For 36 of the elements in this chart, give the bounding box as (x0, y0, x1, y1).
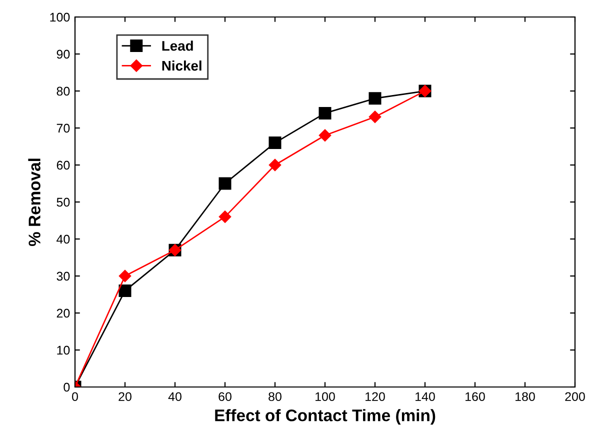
x-tick-label: 60 (218, 392, 232, 402)
y-tick-label: 0 (64, 382, 70, 392)
y-tick-label: 50 (56, 198, 70, 207)
y-tick-label: 10 (57, 346, 70, 355)
y-tick-label: 20 (56, 308, 70, 318)
y-tick-label: 70 (56, 124, 70, 133)
point (268, 136, 282, 150)
point (318, 106, 332, 120)
x-axis-title: Effect of Contact Time (min) (215, 409, 436, 425)
point (118, 284, 132, 298)
y-axis-title: % Removal (28, 158, 40, 246)
x-tick-label: 20 (118, 392, 132, 402)
legend-label: Lead (162, 40, 193, 51)
x-tick-label: 180 (516, 392, 535, 402)
y-tick-label: 80 (56, 86, 70, 96)
x-tick-label: 0 (72, 392, 78, 402)
y-tick-label: 40 (56, 234, 70, 244)
point (268, 158, 282, 172)
point (218, 210, 232, 223)
point (368, 110, 382, 123)
x-tick-label: 40 (168, 392, 182, 402)
x-tick-label: 80 (268, 392, 282, 402)
y-tick-label: 90 (56, 50, 70, 59)
y-tick-label: 60 (56, 160, 70, 170)
x-tick-label: 120 (366, 392, 385, 402)
legend-label: Nickel (162, 60, 202, 71)
y-tick-label: 100 (50, 12, 70, 22)
point (218, 177, 232, 190)
x-tick-label: 200 (565, 392, 585, 402)
point (118, 270, 132, 282)
x-tick-label: 140 (416, 392, 435, 402)
x-tick-label: 100 (316, 392, 335, 402)
y-tick-label: 30 (56, 272, 70, 281)
point (318, 129, 332, 142)
x-tick-label: 160 (466, 392, 485, 402)
point (368, 92, 382, 105)
